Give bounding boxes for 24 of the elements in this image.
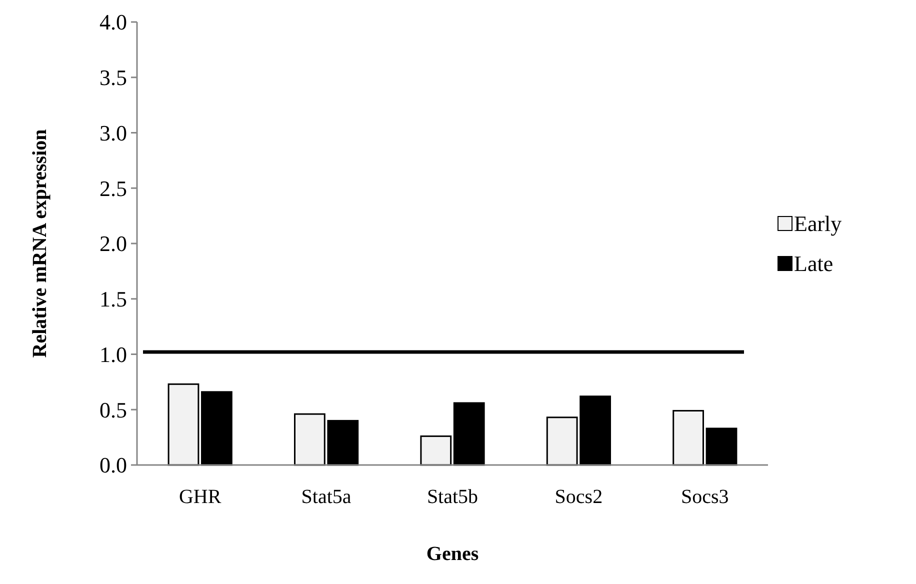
x-tick-label: Stat5b: [426, 486, 478, 508]
y-tick-label: 0.0: [100, 452, 127, 478]
legend-label: Early: [794, 211, 842, 236]
bar: [168, 383, 200, 466]
x-tick-label: Socs2: [554, 486, 603, 508]
bar: [706, 428, 738, 466]
y-tick-label: 3.5: [100, 65, 127, 90]
x-tick-label: GHR: [178, 486, 222, 508]
bar: [201, 391, 232, 466]
y-tick-label: 1.5: [100, 286, 127, 312]
y-tick-label: 2.0: [100, 231, 127, 256]
bar: [672, 410, 704, 466]
legend-label: Late: [794, 251, 834, 276]
y-tick-label: 0.5: [100, 397, 127, 422]
y-axis-title: Relative mRNA expression: [29, 129, 51, 358]
x-tick-label: Socs3: [681, 486, 729, 508]
y-tick-label: 4.0: [100, 10, 127, 35]
y-tick-label: 1.0: [100, 342, 127, 367]
y-tick-label: 3.0: [100, 120, 127, 146]
bar: [420, 435, 452, 466]
x-axis-title: Genes: [426, 543, 479, 565]
x-tick-label: Stat5a: [301, 486, 352, 508]
y-tick-label: 2.5: [100, 176, 127, 201]
bar: [453, 402, 485, 466]
